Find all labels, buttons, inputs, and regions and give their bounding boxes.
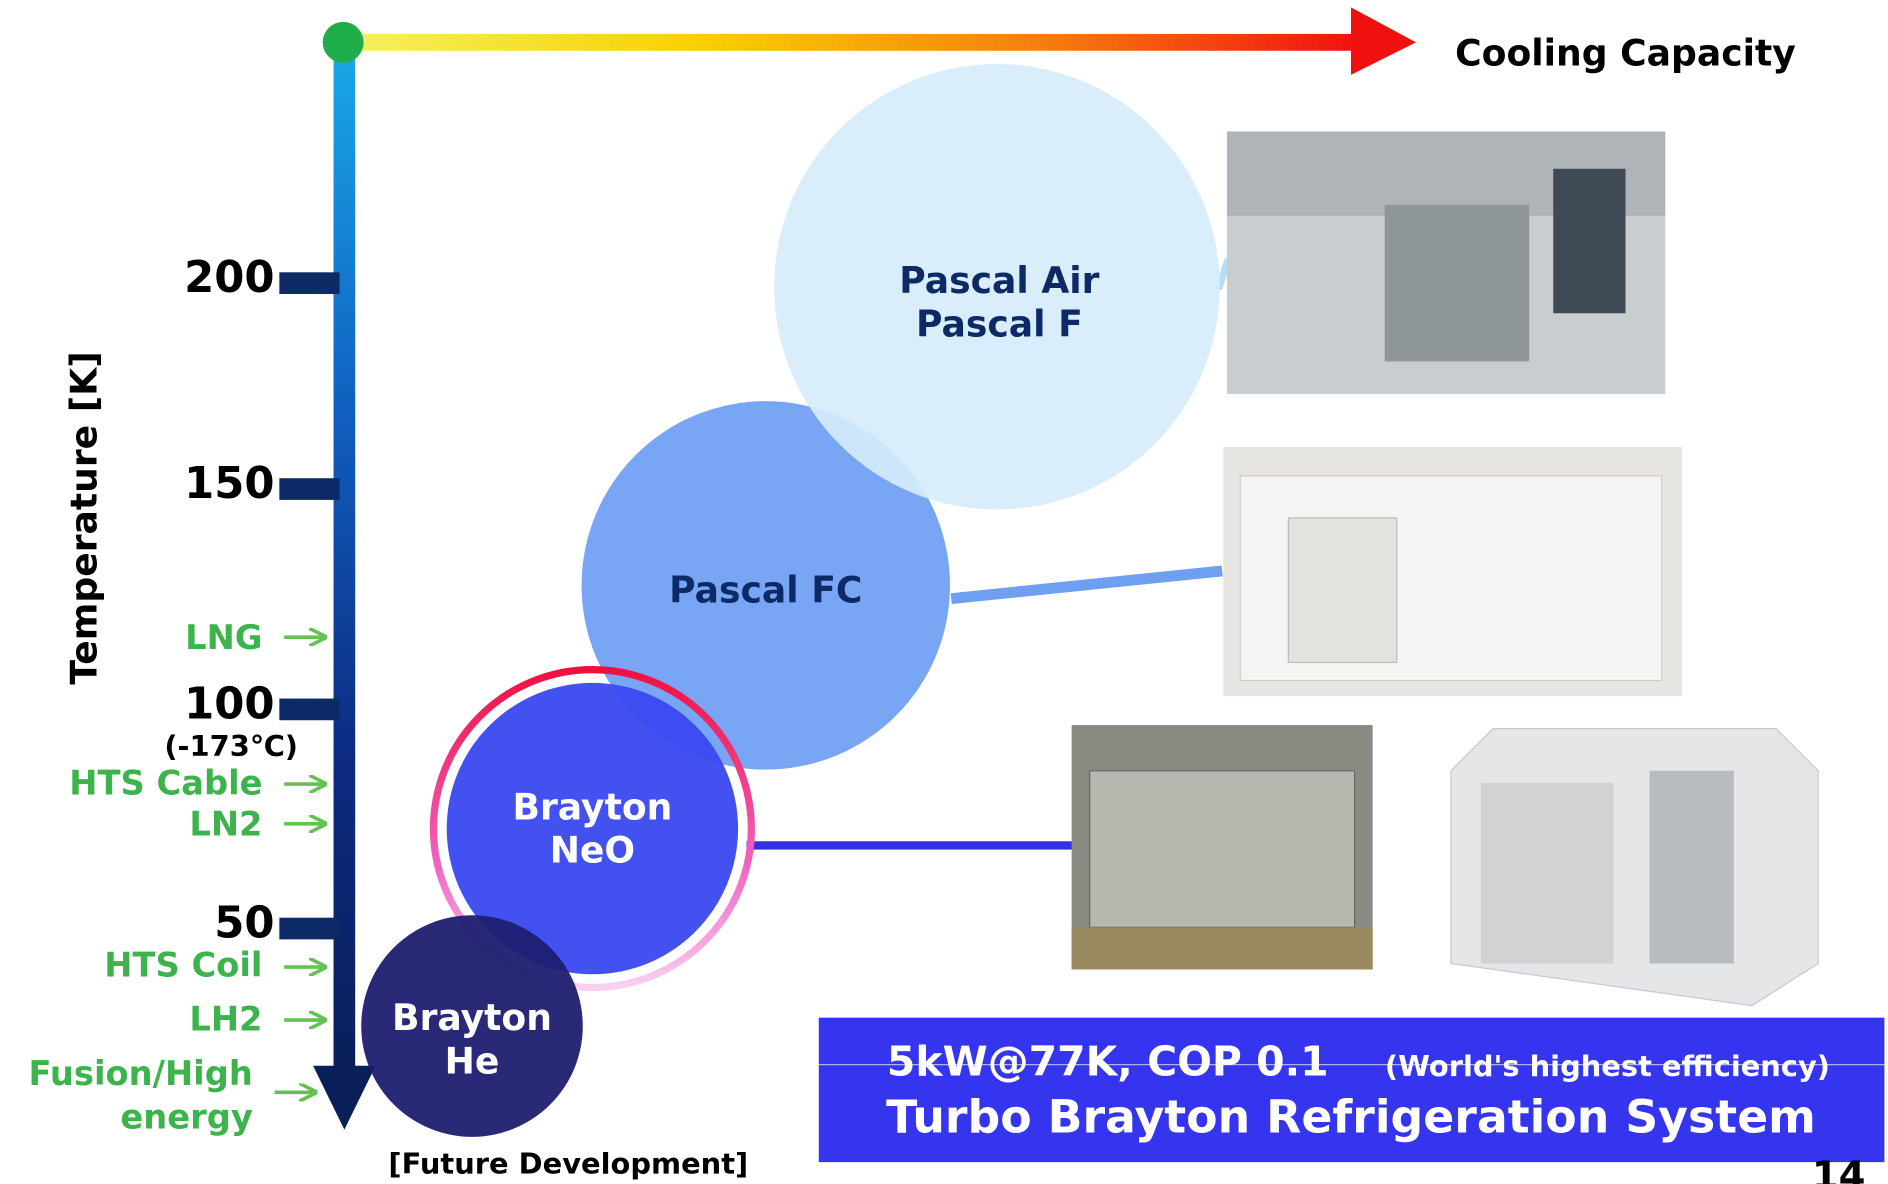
- photo: [1451, 729, 1818, 1006]
- application-label: energy: [120, 1097, 252, 1136]
- tick-mark: [279, 918, 339, 940]
- photo: [1223, 447, 1682, 696]
- node-label: NeO: [550, 829, 635, 872]
- highlight-line1: 5kW@77K, COP 0.1: [887, 1038, 1329, 1086]
- application-label: LNG: [185, 618, 262, 657]
- tick-label: 100: [184, 679, 274, 729]
- node-label: Brayton: [512, 785, 672, 828]
- tick-label: 150: [184, 459, 274, 509]
- connector: [951, 571, 1222, 599]
- x-axis: [349, 34, 1360, 51]
- slide: Cooling Capacity Temperature [K] 200 150 1…: [0, 0, 1888, 1184]
- origin-dot: [323, 22, 364, 63]
- photo: [1227, 131, 1665, 393]
- y-arrow: [313, 1066, 376, 1130]
- node-label: He: [445, 1039, 500, 1082]
- x-arrow: [1351, 7, 1416, 74]
- connector: [1219, 259, 1229, 289]
- application-label: Fusion/High: [29, 1054, 253, 1093]
- highlight-line2: Turbo Brayton Refrigeration System: [886, 1090, 1816, 1143]
- application-label: HTS Coil: [104, 946, 262, 985]
- x-axis-label: Cooling Capacity: [1455, 32, 1796, 75]
- application-label: LN2: [189, 805, 262, 844]
- note: [Future Development]: [388, 1147, 748, 1181]
- ticks: 200 150 100 50: [184, 253, 339, 948]
- node-label: Brayton: [392, 996, 552, 1039]
- tick-label: 200: [184, 253, 274, 303]
- node-label: Pascal FC: [669, 569, 862, 612]
- tick-note: (-173℃): [164, 729, 298, 763]
- tick-mark: [279, 478, 339, 500]
- photo: [1072, 725, 1373, 969]
- node-label: Pascal Air: [899, 259, 1099, 302]
- tick-label: 50: [214, 899, 274, 949]
- y-axis-label: Temperature [K]: [63, 351, 106, 684]
- tick-mark: [279, 272, 339, 294]
- tick-mark: [279, 699, 339, 721]
- application-label: HTS Cable: [69, 764, 262, 803]
- highlight-note: (World's highest efficiency): [1385, 1049, 1830, 1083]
- node-label: Pascal F: [916, 303, 1083, 346]
- page-number: 14: [1812, 1153, 1866, 1184]
- application-label: LH2: [189, 1000, 262, 1039]
